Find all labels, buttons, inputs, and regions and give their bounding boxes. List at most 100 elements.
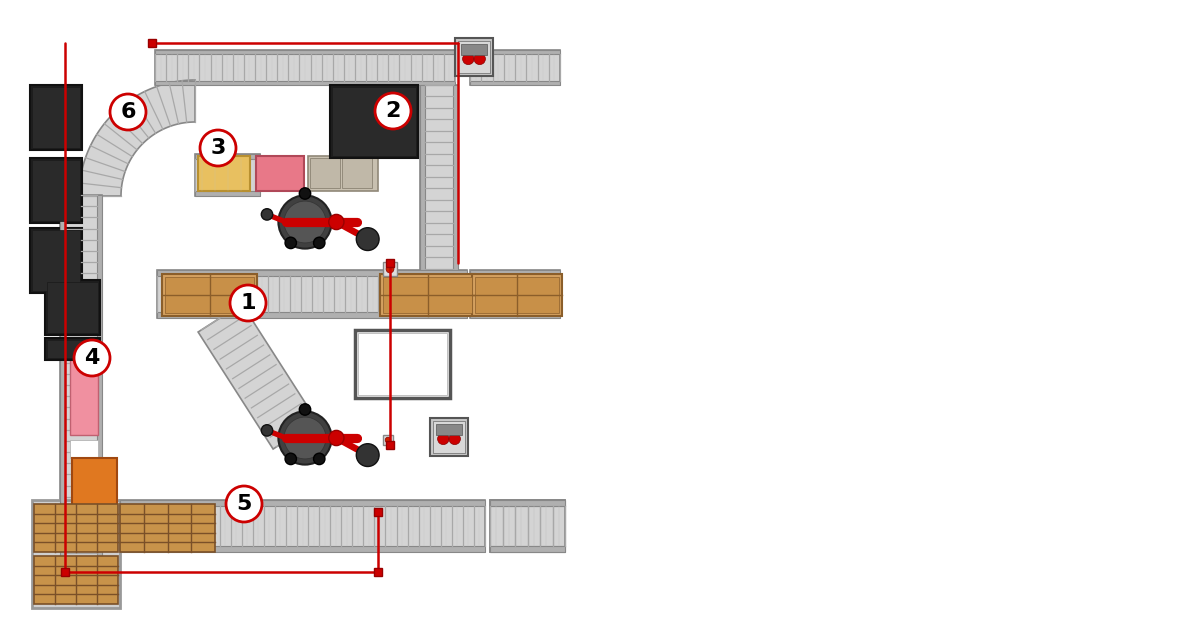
Bar (34, 504, 118, 552)
Bar (60, 195, 65, 575)
Bar (374, 568, 382, 576)
Bar (120, 504, 215, 552)
Bar (436, 424, 462, 435)
Circle shape (474, 54, 485, 64)
Circle shape (286, 453, 296, 464)
Bar (32, 87, 80, 148)
Bar (470, 50, 560, 85)
Circle shape (284, 417, 326, 459)
Text: 3: 3 (210, 138, 226, 158)
Bar (72, 458, 118, 513)
Circle shape (278, 196, 331, 248)
Bar (120, 500, 485, 506)
Bar (308, 156, 378, 191)
Circle shape (313, 453, 325, 464)
Bar (383, 277, 472, 313)
Text: 5: 5 (236, 494, 252, 514)
Circle shape (299, 404, 311, 415)
Bar (430, 418, 468, 456)
Bar (470, 312, 560, 318)
Bar (46, 280, 100, 335)
Circle shape (286, 237, 296, 248)
Circle shape (329, 215, 344, 229)
Bar (386, 259, 394, 267)
Circle shape (200, 130, 236, 166)
Bar (157, 270, 467, 318)
Bar (256, 156, 304, 191)
Bar (34, 556, 118, 604)
Bar (472, 274, 562, 316)
Bar (30, 85, 82, 150)
Bar (162, 274, 257, 316)
Text: 4: 4 (84, 348, 100, 368)
Circle shape (284, 201, 326, 243)
Circle shape (110, 94, 146, 130)
Bar (97, 195, 102, 575)
Circle shape (438, 433, 449, 445)
Circle shape (356, 444, 379, 466)
Bar (490, 500, 565, 506)
Bar (420, 85, 425, 280)
Bar (120, 500, 485, 552)
Bar (61, 568, 70, 576)
Bar (330, 85, 418, 158)
Text: 6: 6 (120, 102, 136, 122)
Circle shape (449, 433, 461, 445)
Bar (198, 156, 250, 191)
Bar (46, 338, 100, 360)
Circle shape (329, 431, 344, 446)
Bar (342, 158, 372, 188)
Bar (60, 195, 102, 575)
Bar (32, 160, 80, 221)
Bar (70, 350, 98, 435)
Bar (470, 50, 560, 54)
Bar (475, 277, 559, 313)
Bar (310, 158, 340, 188)
Bar (155, 81, 455, 85)
Circle shape (386, 265, 394, 273)
Bar (358, 333, 446, 395)
Bar (374, 508, 382, 516)
Bar (30, 158, 82, 223)
Bar (490, 546, 565, 552)
Bar (470, 270, 560, 318)
Bar (47, 282, 98, 333)
Polygon shape (79, 80, 194, 196)
Bar (155, 50, 455, 85)
Circle shape (385, 437, 391, 443)
Bar (490, 500, 565, 552)
Bar (166, 277, 254, 313)
Bar (383, 262, 397, 276)
Bar (386, 441, 394, 449)
Bar (32, 500, 120, 608)
Bar (194, 154, 260, 196)
Bar (470, 81, 560, 85)
Circle shape (299, 188, 311, 199)
Bar (455, 38, 493, 76)
Bar (490, 546, 565, 552)
Circle shape (262, 209, 272, 220)
Circle shape (74, 340, 110, 376)
Bar (32, 230, 80, 291)
Bar (420, 85, 458, 280)
Circle shape (313, 237, 325, 248)
Bar (157, 270, 467, 276)
Circle shape (356, 227, 379, 250)
Bar (355, 330, 450, 398)
Circle shape (374, 93, 410, 129)
Bar (490, 500, 565, 506)
Bar (458, 41, 490, 73)
Bar (433, 421, 466, 453)
Circle shape (463, 54, 474, 64)
Circle shape (226, 486, 262, 522)
Bar (194, 154, 260, 159)
Circle shape (278, 412, 331, 464)
Bar (454, 85, 458, 280)
Bar (120, 546, 485, 552)
Bar (194, 191, 260, 196)
Bar (461, 44, 487, 55)
Bar (383, 435, 394, 445)
Text: 2: 2 (385, 101, 401, 121)
Bar (47, 340, 98, 358)
Bar (148, 39, 156, 47)
